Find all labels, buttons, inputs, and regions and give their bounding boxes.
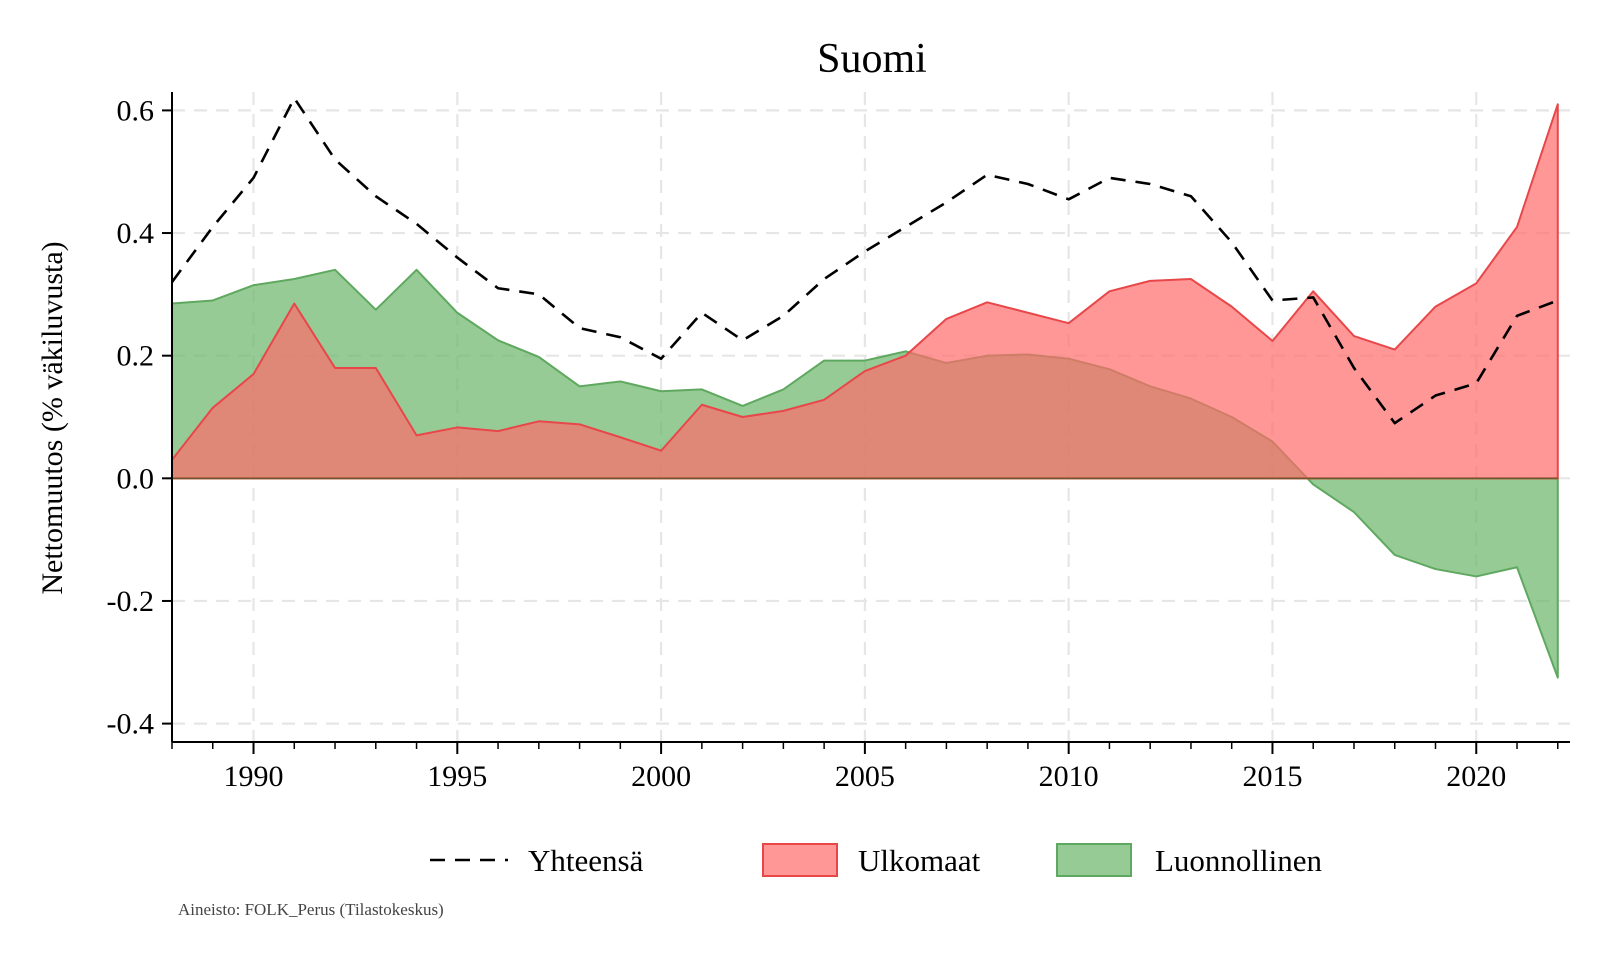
legend-swatch-ulkomaat — [762, 843, 838, 877]
legend-label-luonnollinen: Luonnollinen — [1155, 843, 1323, 878]
legend-label-ulkomaat: Ulkomaat — [858, 843, 981, 878]
y-tick-label: -0.2 — [107, 585, 155, 618]
y-tick-label: 0.4 — [117, 217, 155, 250]
x-tick-label: 1995 — [427, 760, 487, 793]
line-yhteensä — [170, 96, 1559, 425]
legend-item-luonnollinen: Luonnollinen — [1056, 843, 1323, 878]
y-tick-label: 0.6 — [117, 94, 155, 127]
y-tick-label: -0.4 — [107, 708, 155, 741]
legend-label-yhteensa: Yhteensä — [528, 843, 644, 878]
x-tick-label: 2020 — [1446, 760, 1506, 793]
x-tick-label: 1990 — [224, 760, 284, 793]
x-tick-label: 2005 — [835, 760, 895, 793]
y-axis-label: Nettomuutos (% väkiluvusta) — [36, 241, 69, 594]
area-ulkomaat — [171, 103, 1559, 480]
x-tick-label: 2010 — [1039, 760, 1099, 793]
legend-swatch-luonnollinen — [1056, 843, 1132, 877]
legend: Yhteensä Ulkomaat Luonnollinen — [430, 843, 1323, 878]
y-tick-label: 0.2 — [117, 340, 155, 373]
y-tick-label: 0.0 — [117, 462, 155, 495]
legend-item-ulkomaat: Ulkomaat — [762, 843, 981, 878]
source-note: Aineisto: FOLK_Perus (Tilastokeskus) — [178, 900, 444, 919]
chart-title: Suomi — [817, 36, 927, 82]
x-tick-label: 2015 — [1242, 760, 1302, 793]
series-lines — [170, 96, 1559, 425]
x-tick-label: 2000 — [631, 760, 691, 793]
axes: -0.4 -0.2 0.0 0.2 0.4 0.6 1990 1995 2000 2005 2010… — [107, 92, 1570, 793]
legend-item-yhteensa: Yhteensä — [430, 843, 644, 878]
series-areas — [171, 103, 1559, 679]
